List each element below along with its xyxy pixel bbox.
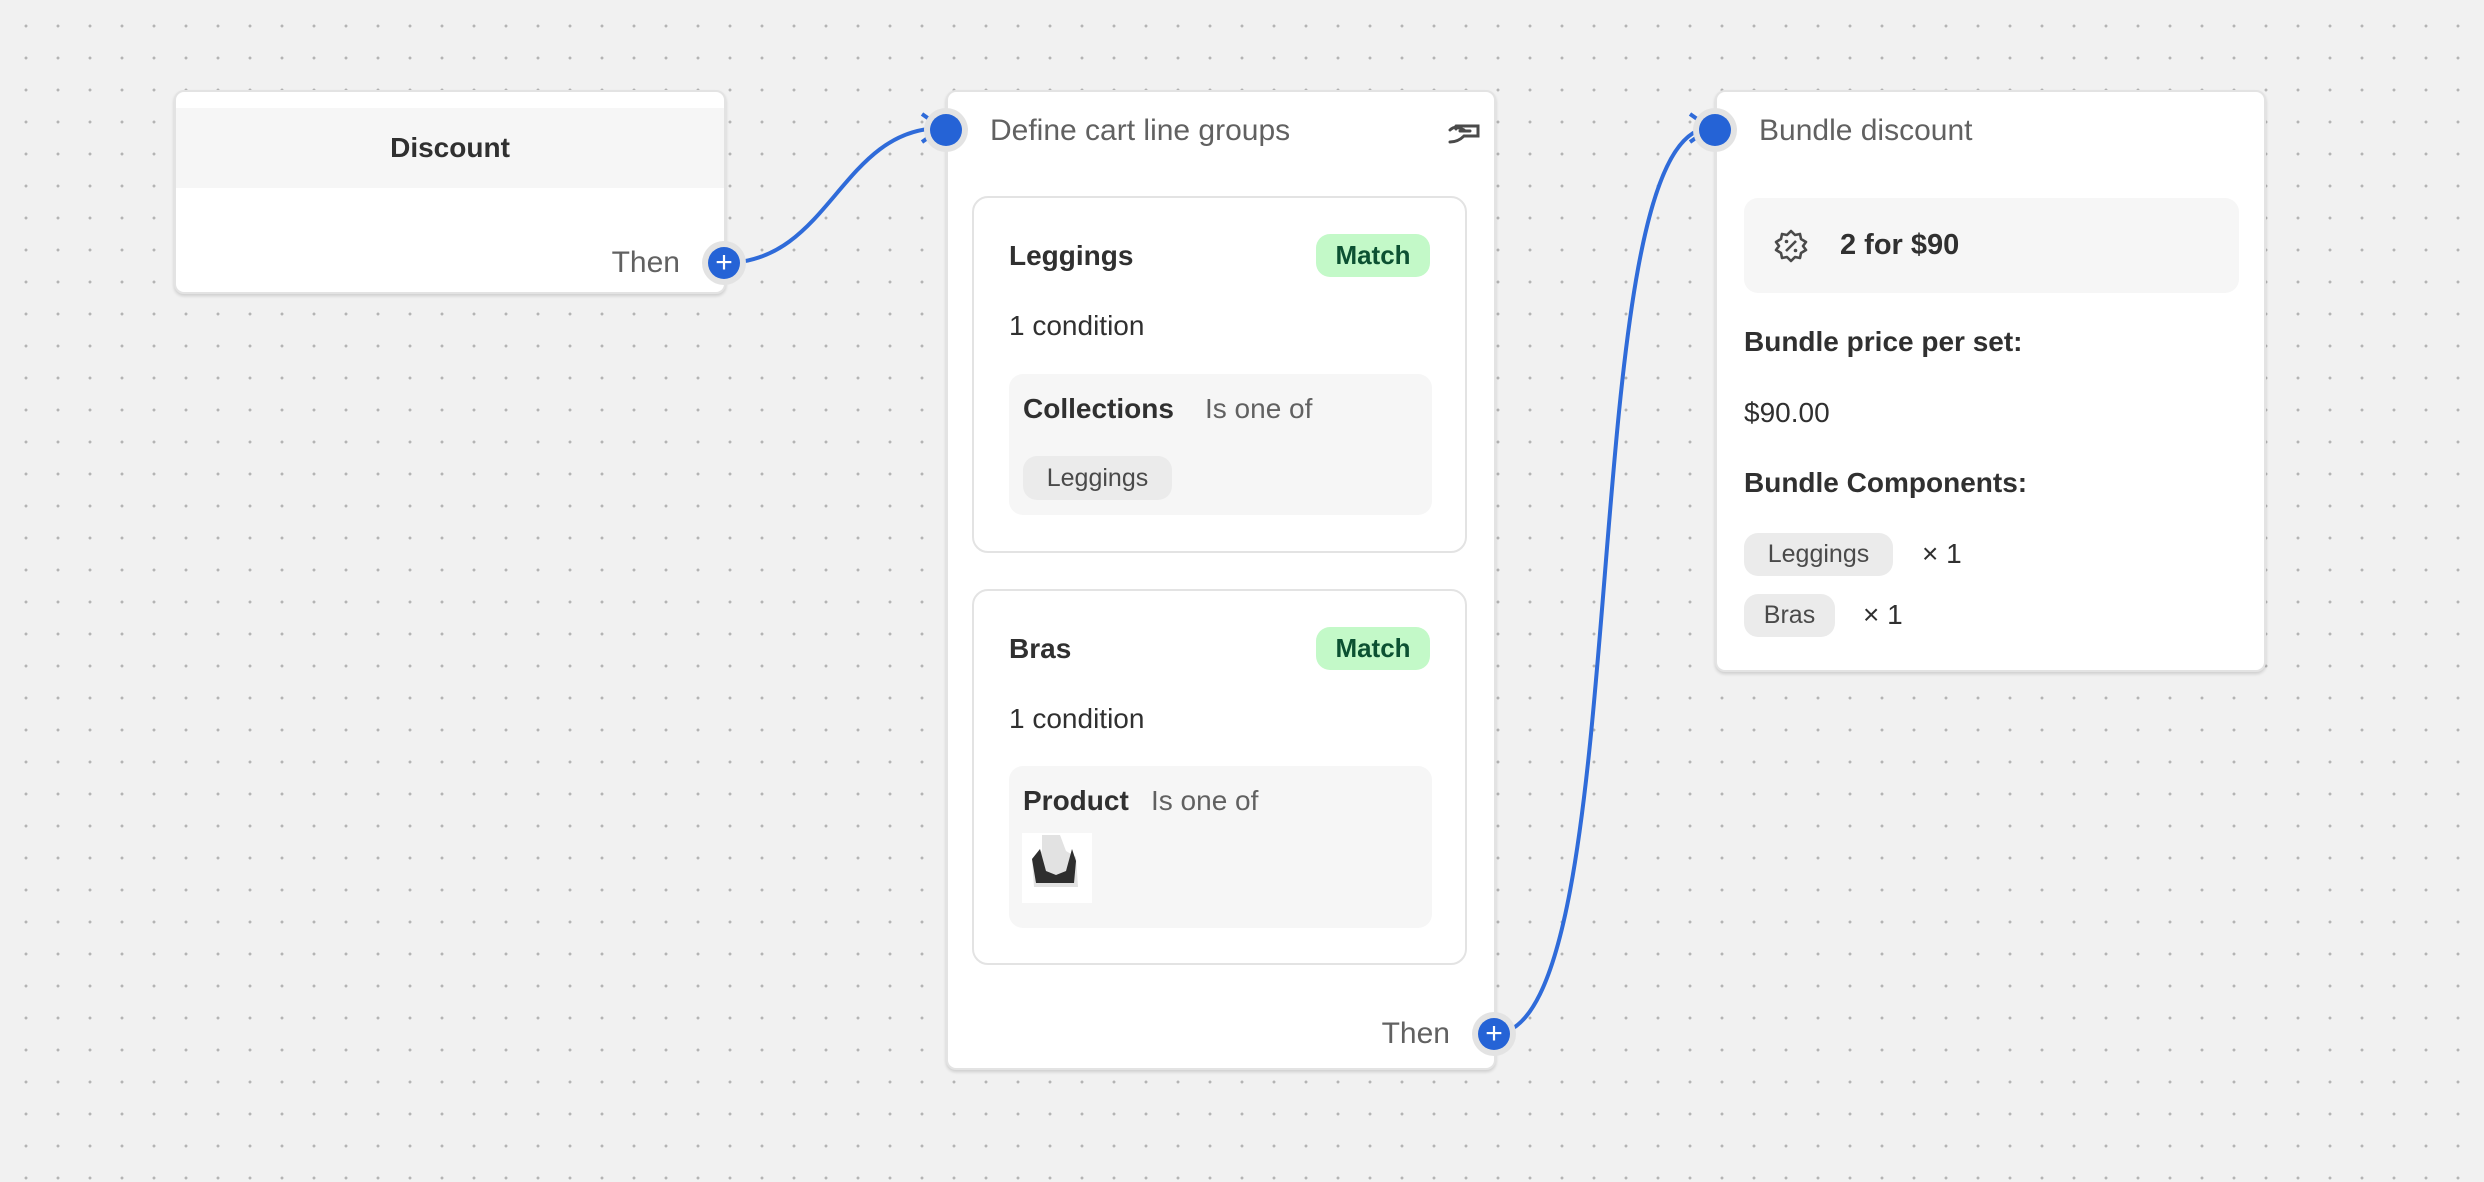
edge-discount-to-groups xyxy=(723,126,941,265)
group-name: Bras xyxy=(1009,633,1072,664)
discount-summary: 2 for $90 xyxy=(1744,198,2239,293)
condition-count: 1 condition xyxy=(1009,703,1145,734)
collection-chip: Leggings xyxy=(1023,456,1172,500)
price-value: $90.00 xyxy=(1744,397,1830,428)
condition-operator: Is one of xyxy=(1151,785,1259,816)
plus-icon: + xyxy=(1478,1018,1510,1050)
define-cart-line-groups-node[interactable]: Define cart line groups Leggings Match 1… xyxy=(946,90,1496,1070)
group-name: Leggings xyxy=(1009,240,1134,271)
components-label: Bundle Components: xyxy=(1744,467,2028,498)
component-qty: × 1 xyxy=(1922,538,1962,569)
node-title: Bundle discount xyxy=(1759,114,1973,147)
condition-box: Collections Is one of Leggings xyxy=(1009,374,1432,515)
node-title: Define cart line groups xyxy=(990,114,1291,147)
then-label: Then xyxy=(611,246,680,279)
condition-box: Product Is one of xyxy=(1009,766,1432,928)
hand-card-icon xyxy=(1448,124,1480,144)
plus-icon: + xyxy=(708,247,740,279)
group-card-bras[interactable]: Bras Match 1 condition Product Is one of xyxy=(972,589,1467,965)
add-next-button[interactable]: + xyxy=(702,241,746,285)
then-label: Then xyxy=(1381,1017,1450,1050)
summary-text: 2 for $90 xyxy=(1840,229,1960,261)
group-card-leggings[interactable]: Leggings Match 1 condition Collections I… xyxy=(972,196,1467,553)
match-badge: Match xyxy=(1316,627,1430,670)
add-next-button[interactable]: + xyxy=(1472,1012,1516,1056)
bundle-discount-node[interactable]: Bundle discount 2 for $90 Bundle price p… xyxy=(1715,90,2266,672)
condition-operator: Is one of xyxy=(1205,393,1313,424)
edge-groups-to-bundle xyxy=(1493,126,1711,1036)
component-chip: Leggings xyxy=(1744,533,1893,576)
input-handle[interactable] xyxy=(1693,108,1737,152)
match-badge: Match xyxy=(1316,234,1430,277)
node-title: Discount xyxy=(390,132,510,163)
component-chip: Bras xyxy=(1744,594,1835,637)
price-label: Bundle price per set: xyxy=(1744,326,2023,357)
input-handle[interactable] xyxy=(924,108,968,152)
sports-bra-product-image xyxy=(1022,833,1092,903)
discount-badge-icon xyxy=(1774,229,1808,263)
discount-node[interactable]: Discount Then xyxy=(174,90,726,294)
component-qty: × 1 xyxy=(1863,599,1903,630)
condition-field: Collections xyxy=(1023,393,1174,424)
condition-count: 1 condition xyxy=(1009,310,1145,341)
condition-field: Product xyxy=(1023,785,1129,816)
